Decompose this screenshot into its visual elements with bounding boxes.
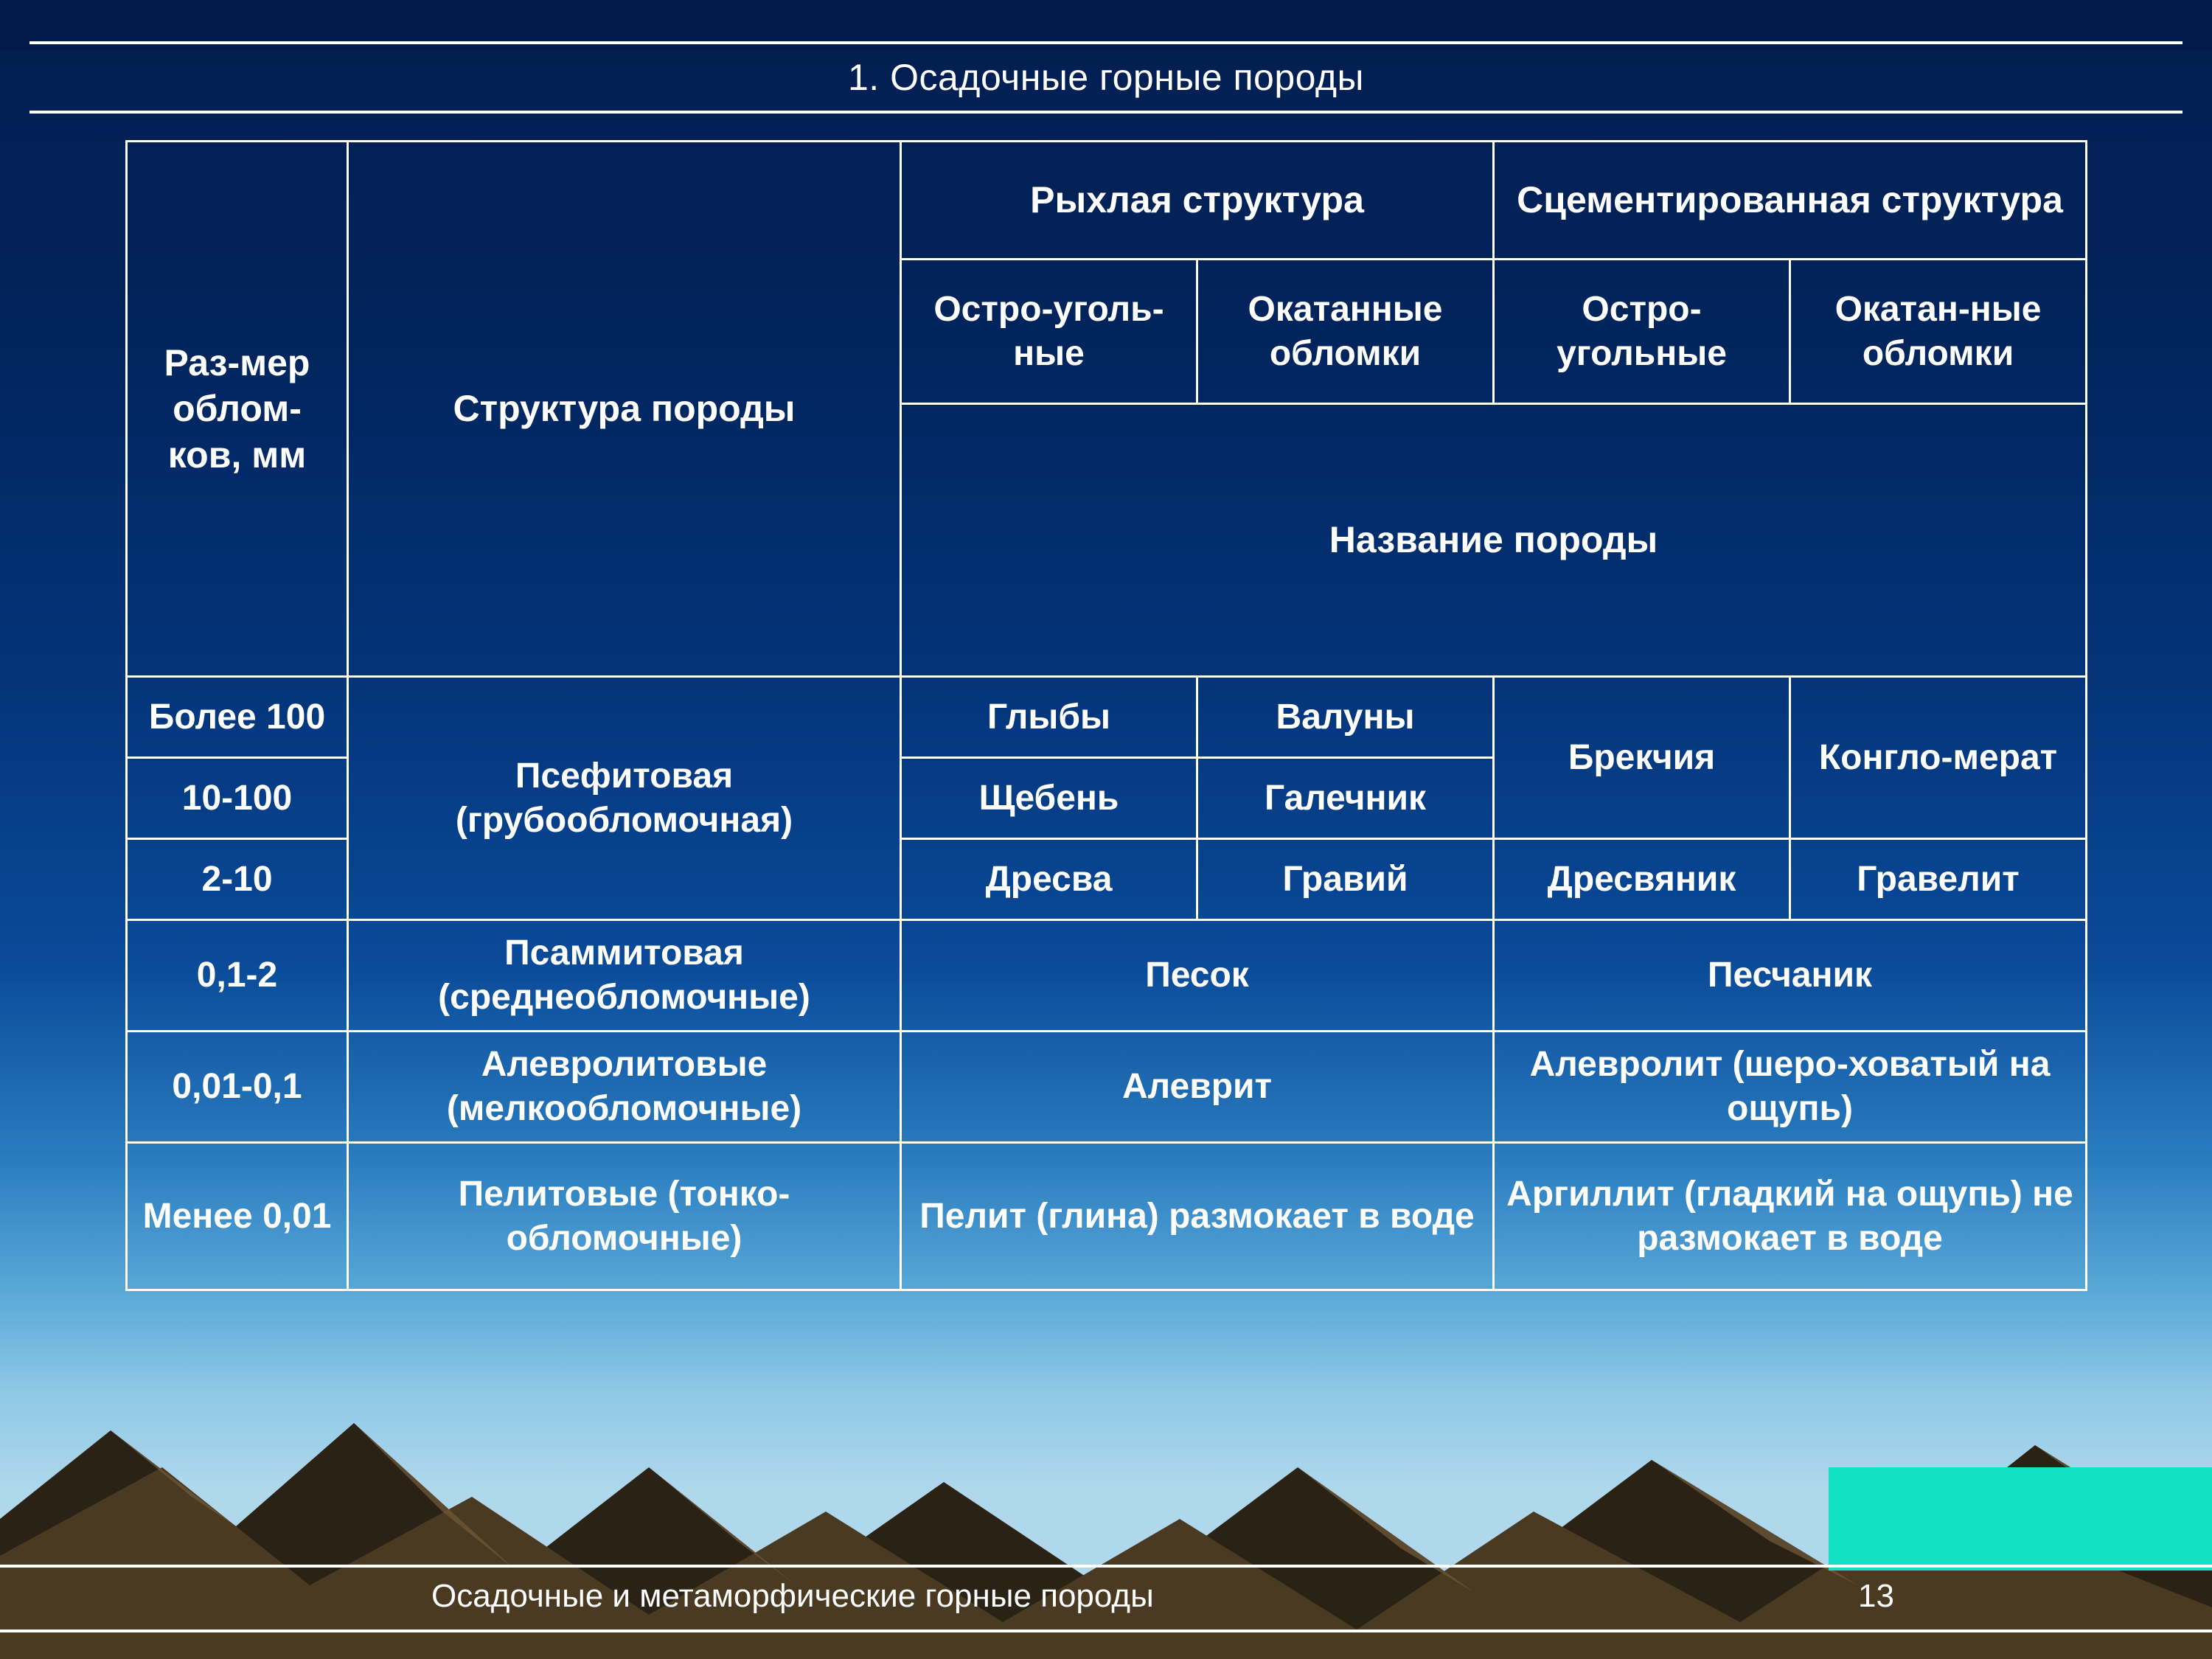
cell-structure-0: Псефитовая (грубообломочная) <box>348 677 901 920</box>
cell-loose-rnd-1: Галечник <box>1197 758 1494 839</box>
footer-text: Осадочные и метаморфические горные пород… <box>431 1578 1154 1615</box>
footer-rule-bottom <box>0 1630 2212 1632</box>
cell-loose-rnd-2: Гравий <box>1197 839 1494 920</box>
th-loose-group: Рыхлая структура <box>901 142 1494 260</box>
cell-cem-rnd-0: Конгло-мерат <box>1790 677 2087 839</box>
cell-structure-3: Псаммитовая (среднеобломочные) <box>348 920 901 1032</box>
cell-structure-5: Пелитовые (тонко-обломочные) <box>348 1143 901 1290</box>
rule-top <box>29 41 2183 44</box>
slide-content: 1. Осадочные горные породы Раз-мер облом… <box>0 0 2212 1659</box>
th-cem-angular: Остро-угольные <box>1494 260 1790 404</box>
cell-size-0: Более 100 <box>127 677 348 758</box>
rule-under-title <box>29 111 2183 114</box>
cell-loose-4: Алеврит <box>901 1032 1494 1143</box>
cell-loose-ang-0: Глыбы <box>901 677 1197 758</box>
cell-cem-ang-0: Брекчия <box>1494 677 1790 839</box>
cell-loose-5: Пелит (глина) размокает в воде <box>901 1143 1494 1290</box>
th-loose-angular: Остро-уголь-ные <box>901 260 1197 404</box>
cell-loose-3: Песок <box>901 920 1494 1032</box>
cell-cem-ang-2: Дресвяник <box>1494 839 1790 920</box>
th-loose-rounded: Окатанные обломки <box>1197 260 1494 404</box>
cell-cem-rnd-2: Гравелит <box>1790 839 2087 920</box>
th-structure-label: Структура породы <box>453 388 795 429</box>
th-cemented-group: Сцементированная структура <box>1494 142 2087 260</box>
cell-cem-5: Аргиллит (гладкий на ощупь) не размокает… <box>1494 1143 2087 1290</box>
cell-loose-rnd-0: Валуны <box>1197 677 1494 758</box>
th-size: Раз-мер облом-ков, мм <box>127 142 348 677</box>
cell-cem-4: Алевролит (шеро-ховатый на ощупь) <box>1494 1032 2087 1143</box>
footer-rule-top <box>0 1565 2212 1568</box>
cell-size-5: Менее 0,01 <box>127 1143 348 1290</box>
cell-loose-ang-1: Щебень <box>901 758 1197 839</box>
cell-loose-ang-2: Дресва <box>901 839 1197 920</box>
cell-size-1: 10-100 <box>127 758 348 839</box>
classification-table: Раз-мер облом-ков, мм Структура породы Р… <box>125 140 2087 1291</box>
th-rock-name: Название породы <box>901 404 2087 677</box>
th-cem-rounded: Окатан-ные обломки <box>1790 260 2087 404</box>
cell-size-2: 2-10 <box>127 839 348 920</box>
cell-cem-3: Песчаник <box>1494 920 2087 1032</box>
cell-structure-4: Алевролитовые (мелкообломочные) <box>348 1032 901 1143</box>
slide-title: 1. Осадочные горные породы <box>0 56 2212 99</box>
page-number: 13 <box>1858 1578 1894 1615</box>
cell-size-4: 0,01-0,1 <box>127 1032 348 1143</box>
th-structure: Структура породы <box>348 142 901 677</box>
cell-size-3: 0,1-2 <box>127 920 348 1032</box>
th-size-label: Раз-мер облом-ков, мм <box>164 342 310 476</box>
